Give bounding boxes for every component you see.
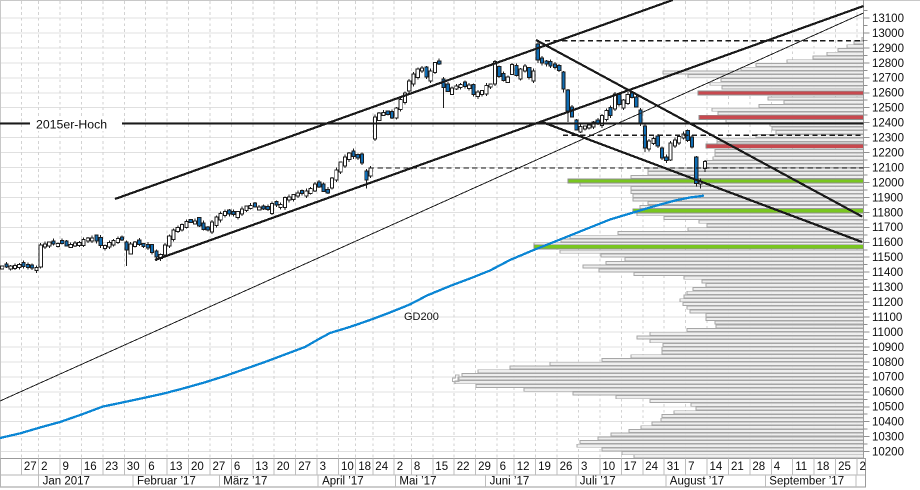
svg-text:10300: 10300 bbox=[872, 432, 904, 444]
svg-text:18: 18 bbox=[817, 461, 830, 473]
svg-text:15: 15 bbox=[435, 461, 448, 473]
svg-text:Februar ’17: Februar ’17 bbox=[137, 476, 196, 488]
svg-text:9: 9 bbox=[63, 461, 69, 473]
svg-text:Juli ’17: Juli ’17 bbox=[580, 476, 616, 488]
svg-text:12800: 12800 bbox=[872, 58, 904, 70]
svg-text:April ’17: April ’17 bbox=[322, 476, 364, 488]
svg-text:11100: 11100 bbox=[872, 312, 902, 324]
svg-text:17: 17 bbox=[624, 461, 637, 473]
svg-text:24: 24 bbox=[375, 461, 388, 473]
svg-text:28: 28 bbox=[752, 461, 765, 473]
svg-text:30: 30 bbox=[127, 461, 140, 473]
svg-text:24: 24 bbox=[645, 461, 658, 473]
svg-text:6: 6 bbox=[234, 461, 240, 473]
svg-text:20: 20 bbox=[191, 461, 204, 473]
svg-text:3: 3 bbox=[320, 461, 326, 473]
svg-text:11400: 11400 bbox=[872, 267, 903, 279]
svg-text:12600: 12600 bbox=[872, 88, 904, 100]
svg-text:10500: 10500 bbox=[872, 402, 904, 414]
svg-text:12300: 12300 bbox=[872, 133, 904, 145]
svg-text:6: 6 bbox=[500, 461, 506, 473]
svg-text:10900: 10900 bbox=[872, 342, 904, 354]
svg-text:2015er-Hoch: 2015er-Hoch bbox=[36, 118, 107, 132]
svg-text:12900: 12900 bbox=[872, 43, 904, 55]
svg-text:12000: 12000 bbox=[872, 177, 904, 189]
svg-text:2: 2 bbox=[41, 461, 47, 473]
svg-text:11000: 11000 bbox=[872, 327, 903, 339]
svg-text:12100: 12100 bbox=[872, 162, 904, 174]
svg-text:27: 27 bbox=[24, 461, 37, 473]
svg-text:11300: 11300 bbox=[872, 282, 903, 294]
svg-text:13000: 13000 bbox=[872, 28, 904, 40]
svg-text:11: 11 bbox=[795, 461, 807, 473]
svg-text:12200: 12200 bbox=[872, 148, 904, 160]
svg-text:4: 4 bbox=[774, 461, 781, 473]
svg-text:10: 10 bbox=[341, 461, 354, 473]
svg-text:2: 2 bbox=[860, 461, 866, 473]
svg-text:13: 13 bbox=[255, 461, 268, 473]
svg-text:10200: 10200 bbox=[872, 447, 904, 459]
svg-text:11500: 11500 bbox=[872, 252, 903, 264]
svg-text:12: 12 bbox=[517, 461, 530, 473]
svg-text:14: 14 bbox=[710, 461, 723, 473]
svg-text:Juni ’17: Juni ’17 bbox=[490, 476, 530, 488]
svg-text:27: 27 bbox=[298, 461, 311, 473]
svg-text:6: 6 bbox=[148, 461, 154, 473]
svg-text:10600: 10600 bbox=[872, 387, 904, 399]
svg-text:27: 27 bbox=[213, 461, 226, 473]
svg-text:13100: 13100 bbox=[872, 13, 904, 25]
svg-text:August ’17: August ’17 bbox=[670, 476, 724, 488]
svg-text:12500: 12500 bbox=[872, 103, 904, 115]
svg-text:25: 25 bbox=[838, 461, 851, 473]
svg-text:16: 16 bbox=[84, 461, 97, 473]
svg-text:Mai ’17: Mai ’17 bbox=[399, 476, 436, 488]
svg-text:29: 29 bbox=[478, 461, 491, 473]
svg-text:7: 7 bbox=[688, 461, 694, 473]
svg-text:18: 18 bbox=[358, 461, 371, 473]
svg-text:11700: 11700 bbox=[872, 222, 903, 234]
svg-text:11900: 11900 bbox=[872, 192, 903, 204]
svg-text:10400: 10400 bbox=[872, 417, 904, 429]
svg-text:8: 8 bbox=[414, 461, 420, 473]
svg-text:12400: 12400 bbox=[872, 118, 904, 130]
svg-text:31: 31 bbox=[667, 461, 680, 473]
svg-text:20: 20 bbox=[277, 461, 290, 473]
svg-text:Jan 2017: Jan 2017 bbox=[43, 476, 90, 488]
svg-text:13: 13 bbox=[170, 461, 183, 473]
svg-text:22: 22 bbox=[457, 461, 470, 473]
svg-text:21: 21 bbox=[731, 461, 744, 473]
svg-text:26: 26 bbox=[560, 461, 573, 473]
svg-text:2: 2 bbox=[397, 461, 403, 473]
svg-text:12700: 12700 bbox=[872, 73, 904, 85]
svg-text:11200: 11200 bbox=[872, 297, 903, 309]
svg-text:GD200: GD200 bbox=[404, 311, 439, 323]
svg-text:September ’17: September ’17 bbox=[769, 476, 844, 488]
svg-text:10700: 10700 bbox=[872, 372, 904, 384]
svg-text:11800: 11800 bbox=[872, 207, 903, 219]
svg-text:10800: 10800 bbox=[872, 357, 904, 369]
svg-text:23: 23 bbox=[105, 461, 118, 473]
svg-text:3: 3 bbox=[581, 461, 587, 473]
svg-text:März ’17: März ’17 bbox=[223, 476, 267, 488]
svg-text:19: 19 bbox=[538, 461, 551, 473]
svg-text:11600: 11600 bbox=[872, 237, 903, 249]
svg-text:10: 10 bbox=[602, 461, 615, 473]
